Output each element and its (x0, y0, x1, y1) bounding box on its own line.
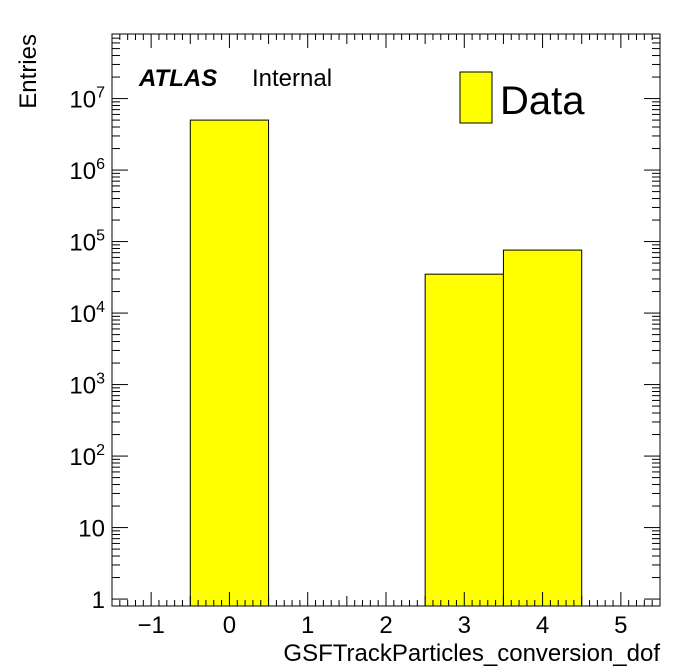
histogram-bar (502, 249, 583, 607)
x-tick-label: −1 (137, 612, 164, 639)
histogram-bar (189, 119, 270, 607)
y-tick-label: 103 (69, 371, 105, 400)
x-tick-label: 4 (536, 612, 549, 639)
histogram-bar (424, 273, 504, 607)
y-tick-label: 10 (78, 516, 105, 543)
y-axis-label: Entries (15, 34, 42, 109)
legend-entry-label: Data (500, 79, 585, 123)
axis-ticks (111, 33, 661, 606)
y-tick-label: 104 (69, 299, 105, 328)
y-tick-label: 102 (69, 442, 105, 471)
legend-swatch (459, 71, 493, 124)
x-axis-label: GSFTrackParticles_conversion_dof (283, 640, 660, 667)
y-tick-label: 105 (69, 228, 105, 257)
x-tick-label: 1 (301, 612, 314, 639)
tick-labels: −1 0 1 2 3 4 5 1 10 102 103 104 105 106 107 (69, 85, 627, 639)
x-tick-label: 3 (458, 612, 471, 639)
x-tick-label: 0 (223, 612, 236, 639)
y-tick-label: 1 (92, 587, 105, 614)
bars-group (189, 119, 583, 607)
y-tick-label: 107 (69, 85, 105, 114)
y-tick-label: 106 (69, 156, 105, 185)
x-tick-label: 5 (614, 612, 627, 639)
experiment-label: ATLAS (138, 65, 217, 92)
x-tick-label: 2 (379, 612, 392, 639)
status-label: Internal (252, 65, 332, 92)
